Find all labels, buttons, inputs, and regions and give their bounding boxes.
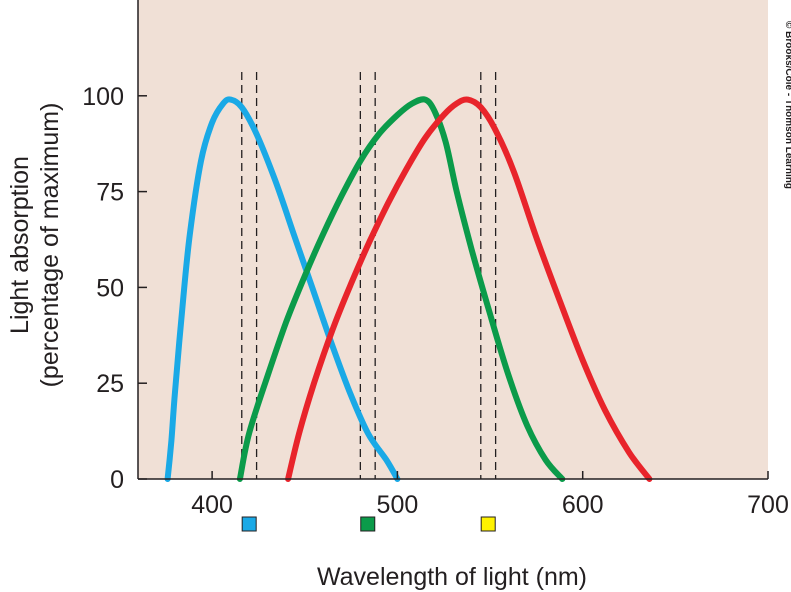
y-tick-label-50: 50: [96, 274, 124, 302]
copyright-credit: © Brooks/Cole - Thomson Learning: [783, 21, 791, 189]
y-tick-label-100: 100: [82, 83, 124, 111]
y-tick-label-75: 75: [96, 179, 124, 207]
series-curve-1: [236, 96, 566, 482]
plot-background: [138, 0, 768, 479]
x-axis-title: Wavelength of light (nm): [317, 563, 587, 591]
y-axis-title-line1: Light absorption: [6, 156, 34, 334]
color-swatch-1: [360, 516, 376, 532]
color-swatches: [241, 516, 496, 532]
color-swatch-2: [480, 516, 496, 532]
color-swatch-0: [241, 516, 257, 532]
x-tick-label-400: 400: [191, 491, 233, 519]
y-axis-title-line2: (percentage of maximum): [36, 103, 64, 388]
x-tick-label-700: 700: [747, 491, 789, 519]
x-tick-label-500: 500: [377, 491, 419, 519]
y-tick-label-0: 0: [110, 466, 124, 494]
series-curve-0: [164, 96, 401, 482]
series-curve-2: [285, 96, 653, 482]
series-layer: [164, 96, 653, 482]
x-tick-label-600: 600: [562, 491, 604, 519]
y-tick-label-25: 25: [96, 370, 124, 398]
ticks: 400 500 600 700 0 25 50 75 100: [82, 83, 789, 519]
